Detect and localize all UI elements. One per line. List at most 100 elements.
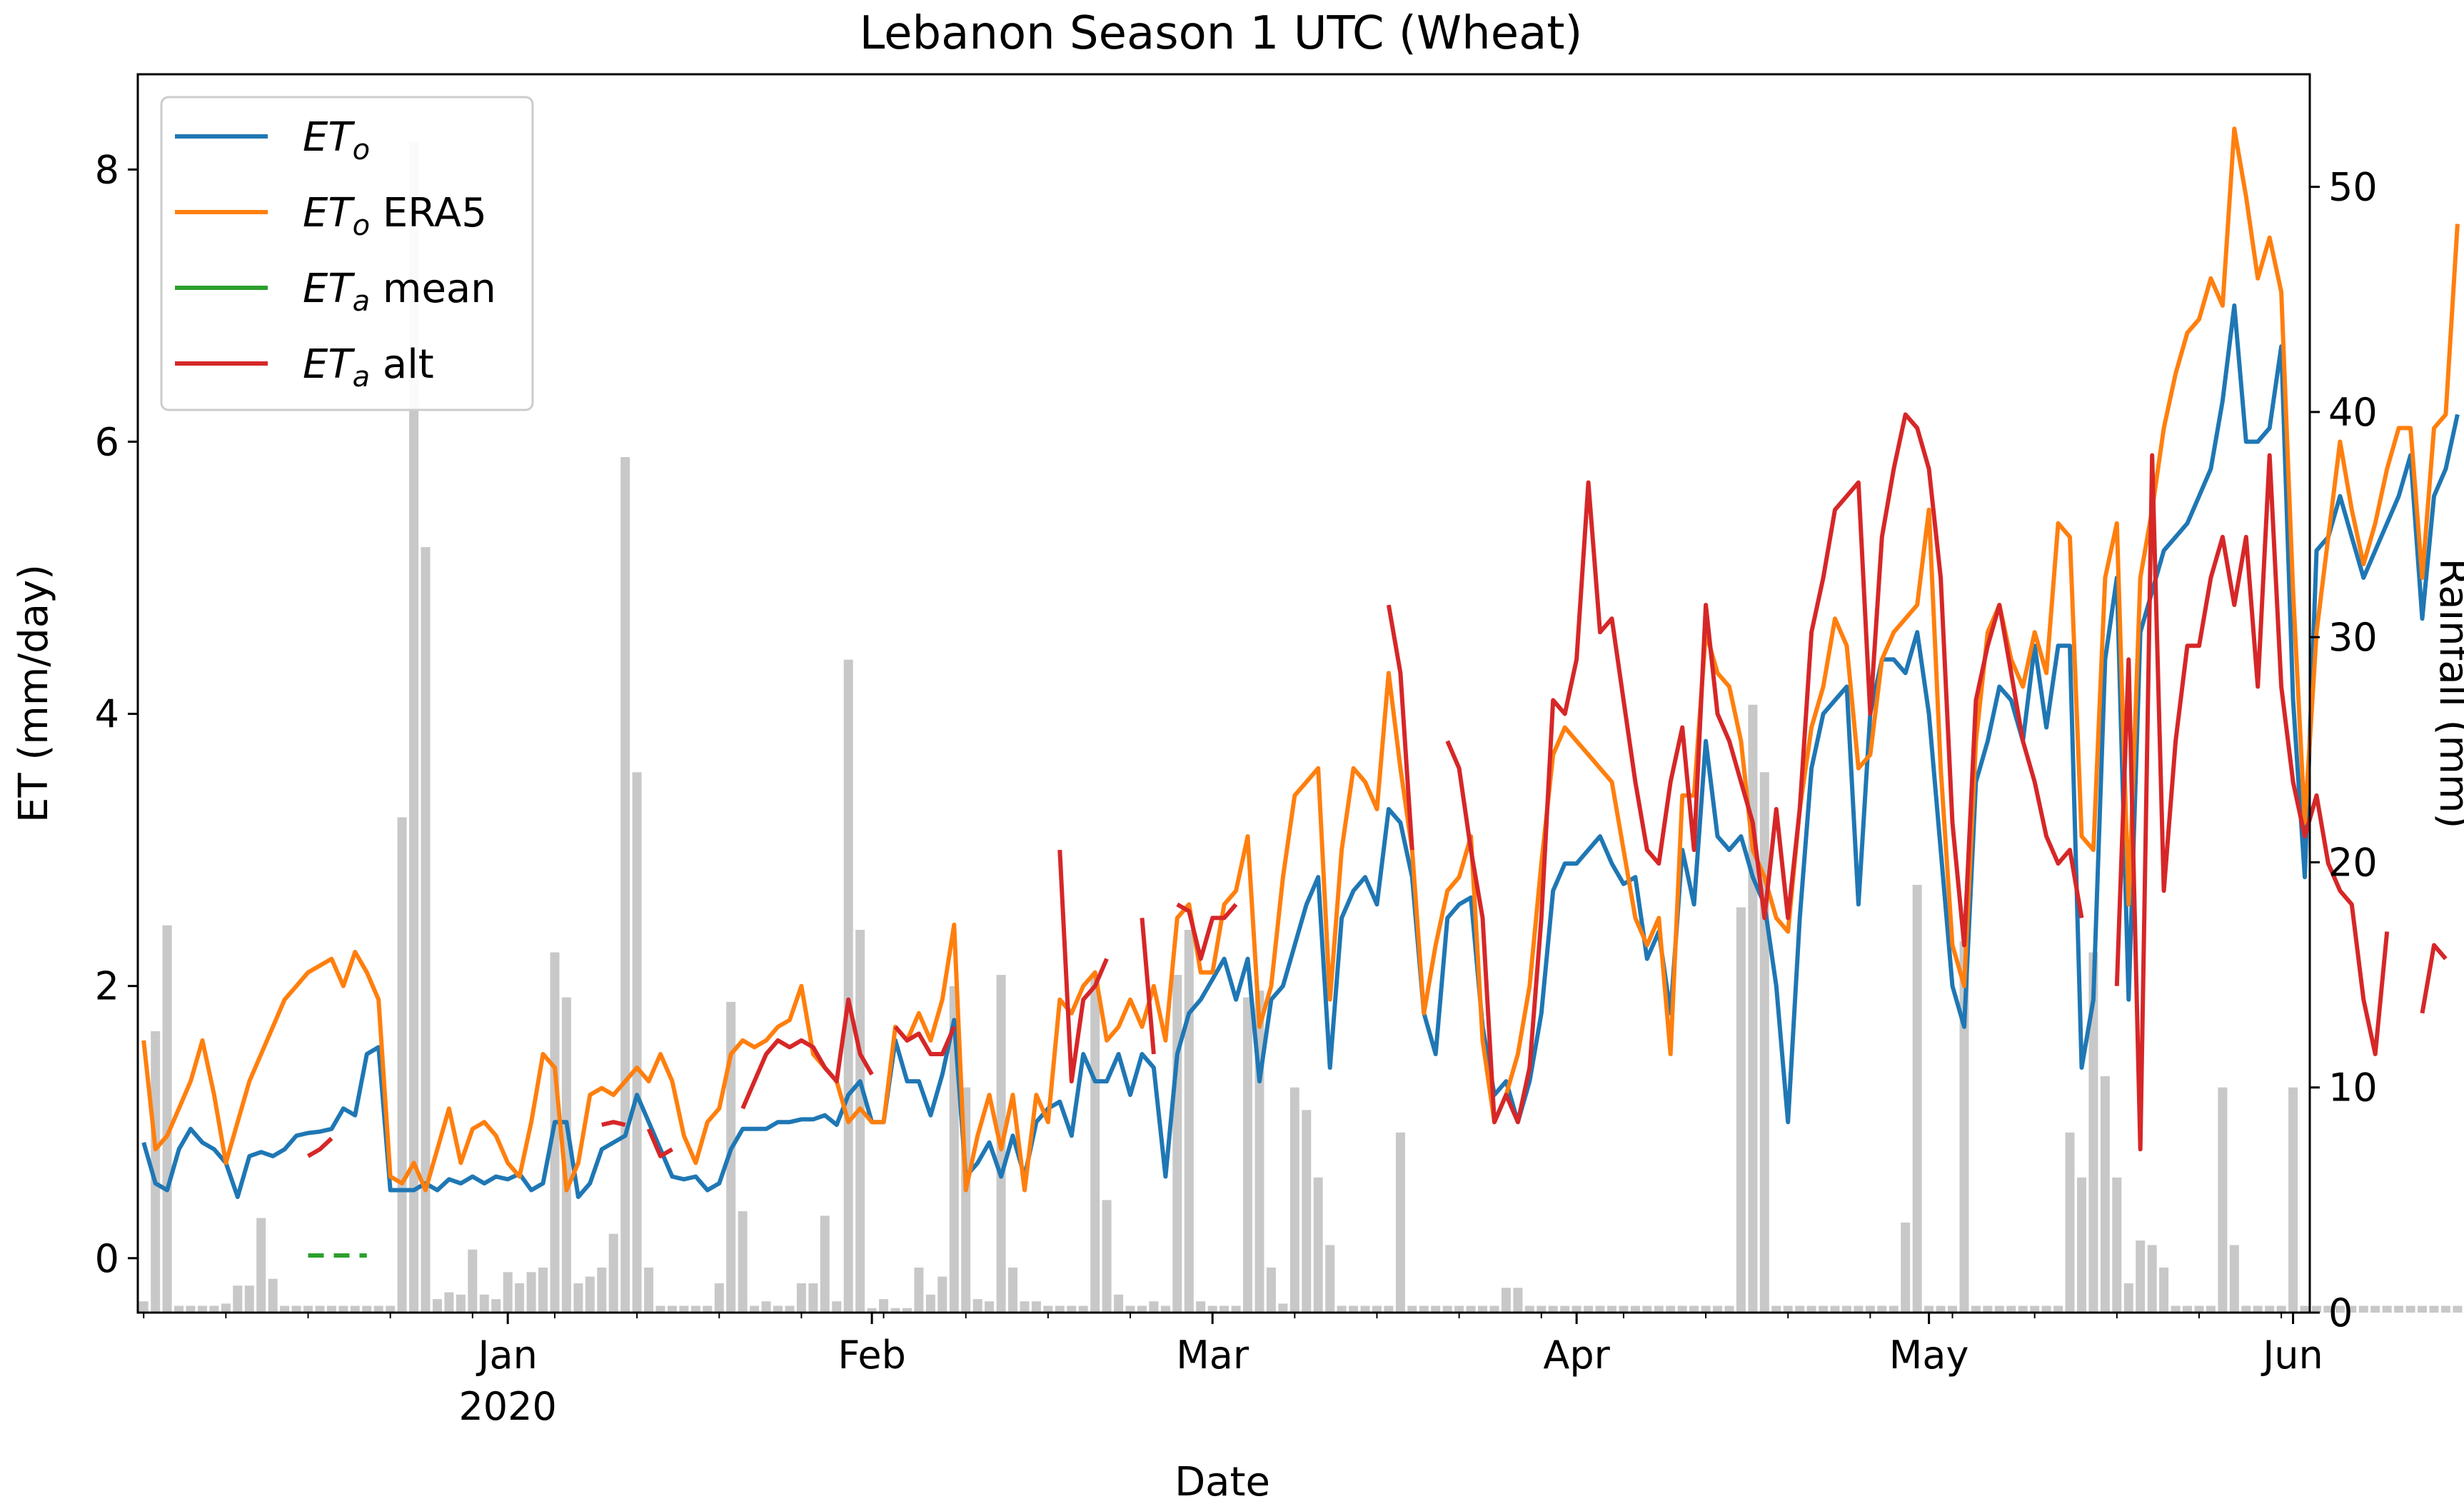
rainfall-bar — [1948, 1305, 1957, 1313]
rainfall-bar — [2053, 1305, 2063, 1313]
rainfall-bar — [1689, 1305, 1699, 1313]
rainfall-bar — [221, 1303, 231, 1313]
rainfall-bar — [2288, 1087, 2298, 1313]
rainfall-bar — [1759, 772, 1769, 1313]
y2-tick-label: 0 — [2328, 1290, 2353, 1335]
rainfall-bar — [1877, 1305, 1887, 1313]
series-line-3 — [306, 412, 2448, 1158]
rainfall-bar — [433, 1299, 442, 1313]
rainfall-bar — [456, 1294, 466, 1313]
rainfall-bar — [2300, 1305, 2310, 1313]
rainfall-bar — [468, 1249, 478, 1313]
rainfall-bar — [1184, 930, 1194, 1313]
rainfall-bar — [655, 1305, 665, 1313]
series-line-0 — [141, 303, 2460, 1199]
y2-tick-label: 30 — [2328, 615, 2378, 660]
x-tick-label: Jan — [476, 1333, 538, 1378]
rainfall-bar — [291, 1305, 301, 1313]
rainfall-bar — [2147, 1245, 2157, 1313]
rainfall-bar — [198, 1305, 207, 1313]
legend-label-0: ETo — [303, 114, 370, 166]
rainfall-bar — [1830, 1305, 1840, 1313]
rainfall-bar — [1231, 1305, 1241, 1313]
rainfall-bar — [2429, 1305, 2439, 1313]
rainfall-bar — [644, 1267, 654, 1313]
rainfall-bar — [2171, 1305, 2181, 1313]
series-lines — [141, 126, 2460, 1258]
y2-tick-label: 10 — [2328, 1066, 2378, 1111]
rainfall-bar — [1889, 1305, 1899, 1313]
rainfall-bar — [679, 1305, 689, 1313]
rainfall-bar — [268, 1278, 278, 1313]
rainfall-bars — [139, 141, 2463, 1313]
rainfall-bar — [796, 1283, 806, 1313]
rainfall-bar — [1055, 1305, 1065, 1313]
rainfall-bar — [397, 817, 407, 1313]
y2-tick-label: 20 — [2328, 840, 2378, 885]
rainfall-bar — [1360, 1305, 1370, 1313]
rainfall-bar — [925, 1294, 935, 1313]
legend-box — [160, 96, 534, 411]
rainfall-bar — [1959, 941, 1969, 1313]
y-axis-label: ET (mm/day) — [11, 564, 57, 823]
rainfall-bar — [855, 930, 865, 1313]
rainfall-bar — [585, 1276, 595, 1313]
rainfall-bar — [1395, 1132, 1405, 1313]
rainfall-bar — [902, 1308, 912, 1313]
rainfall-bar — [608, 1233, 618, 1313]
rainfall-bar — [2394, 1305, 2404, 1313]
rainfall-bar — [2440, 1305, 2450, 1313]
rainfall-bar — [162, 925, 172, 1313]
rainfall-bar — [620, 457, 630, 1313]
rainfall-bar — [972, 1299, 982, 1313]
rainfall-bar — [1994, 1305, 2004, 1313]
rainfall-bar — [1313, 1177, 1323, 1313]
rainfall-bar — [2194, 1305, 2204, 1313]
rainfall-bar — [1243, 997, 1252, 1313]
rainfall-bar — [1736, 907, 1746, 1313]
rainfall-bar — [280, 1305, 290, 1313]
rainfall-bar — [2218, 1087, 2228, 1313]
rainfall-bar — [1149, 1301, 1159, 1313]
legend-label-1: ETo ERA5 — [303, 190, 487, 242]
rainfall-bar — [515, 1283, 525, 1313]
x-tick-label: Feb — [838, 1333, 906, 1378]
rainfall-bar — [985, 1301, 995, 1313]
rainfall-bar — [1971, 1305, 1981, 1313]
rainfall-bar — [1524, 1305, 1534, 1313]
rainfall-bar — [2276, 1305, 2286, 1313]
rainfall-bar — [820, 1215, 830, 1313]
rainfall-bar — [1936, 1305, 1946, 1313]
rainfall-bar — [1489, 1305, 1499, 1313]
x-tick-label: Mar — [1176, 1333, 1249, 1378]
rainfall-bar — [244, 1285, 254, 1313]
x-tick-label: Apr — [1543, 1333, 1610, 1378]
rainfall-bar — [1724, 1305, 1734, 1313]
rainfall-bar — [256, 1218, 266, 1313]
rainfall-bar — [1302, 1110, 1312, 1313]
rainfall-bar — [1865, 1305, 1875, 1313]
rainfall-bar — [1078, 1305, 1088, 1313]
rainfall-bar — [867, 1308, 877, 1313]
rainfall-bar — [526, 1272, 536, 1313]
rainfall-bar — [1537, 1305, 1547, 1313]
rainfall-bar — [2030, 1305, 2040, 1313]
rainfall-bar — [1466, 1305, 1476, 1313]
rainfall-bar — [479, 1294, 489, 1313]
legend: ETo ETo ERA5 ETa mean ETa alt — [160, 96, 534, 411]
rainfall-bar — [1771, 1305, 1781, 1313]
rainfall-bar — [2335, 1305, 2345, 1313]
rainfall-bar — [1619, 1305, 1629, 1313]
rainfall-bar — [186, 1305, 196, 1313]
rainfall-bar — [2065, 1132, 2075, 1313]
rainfall-bar — [373, 1305, 383, 1313]
rainfall-bar — [1289, 1087, 1299, 1313]
rainfall-bar — [1806, 1305, 1816, 1313]
rainfall-bar — [2265, 1305, 2275, 1313]
rainfall-bar — [2183, 1305, 2192, 1313]
rainfall-bar — [2358, 1305, 2368, 1313]
rainfall-bar — [1278, 1303, 1288, 1313]
rainfall-bar — [1419, 1305, 1429, 1313]
rainfall-bar — [1654, 1305, 1664, 1313]
